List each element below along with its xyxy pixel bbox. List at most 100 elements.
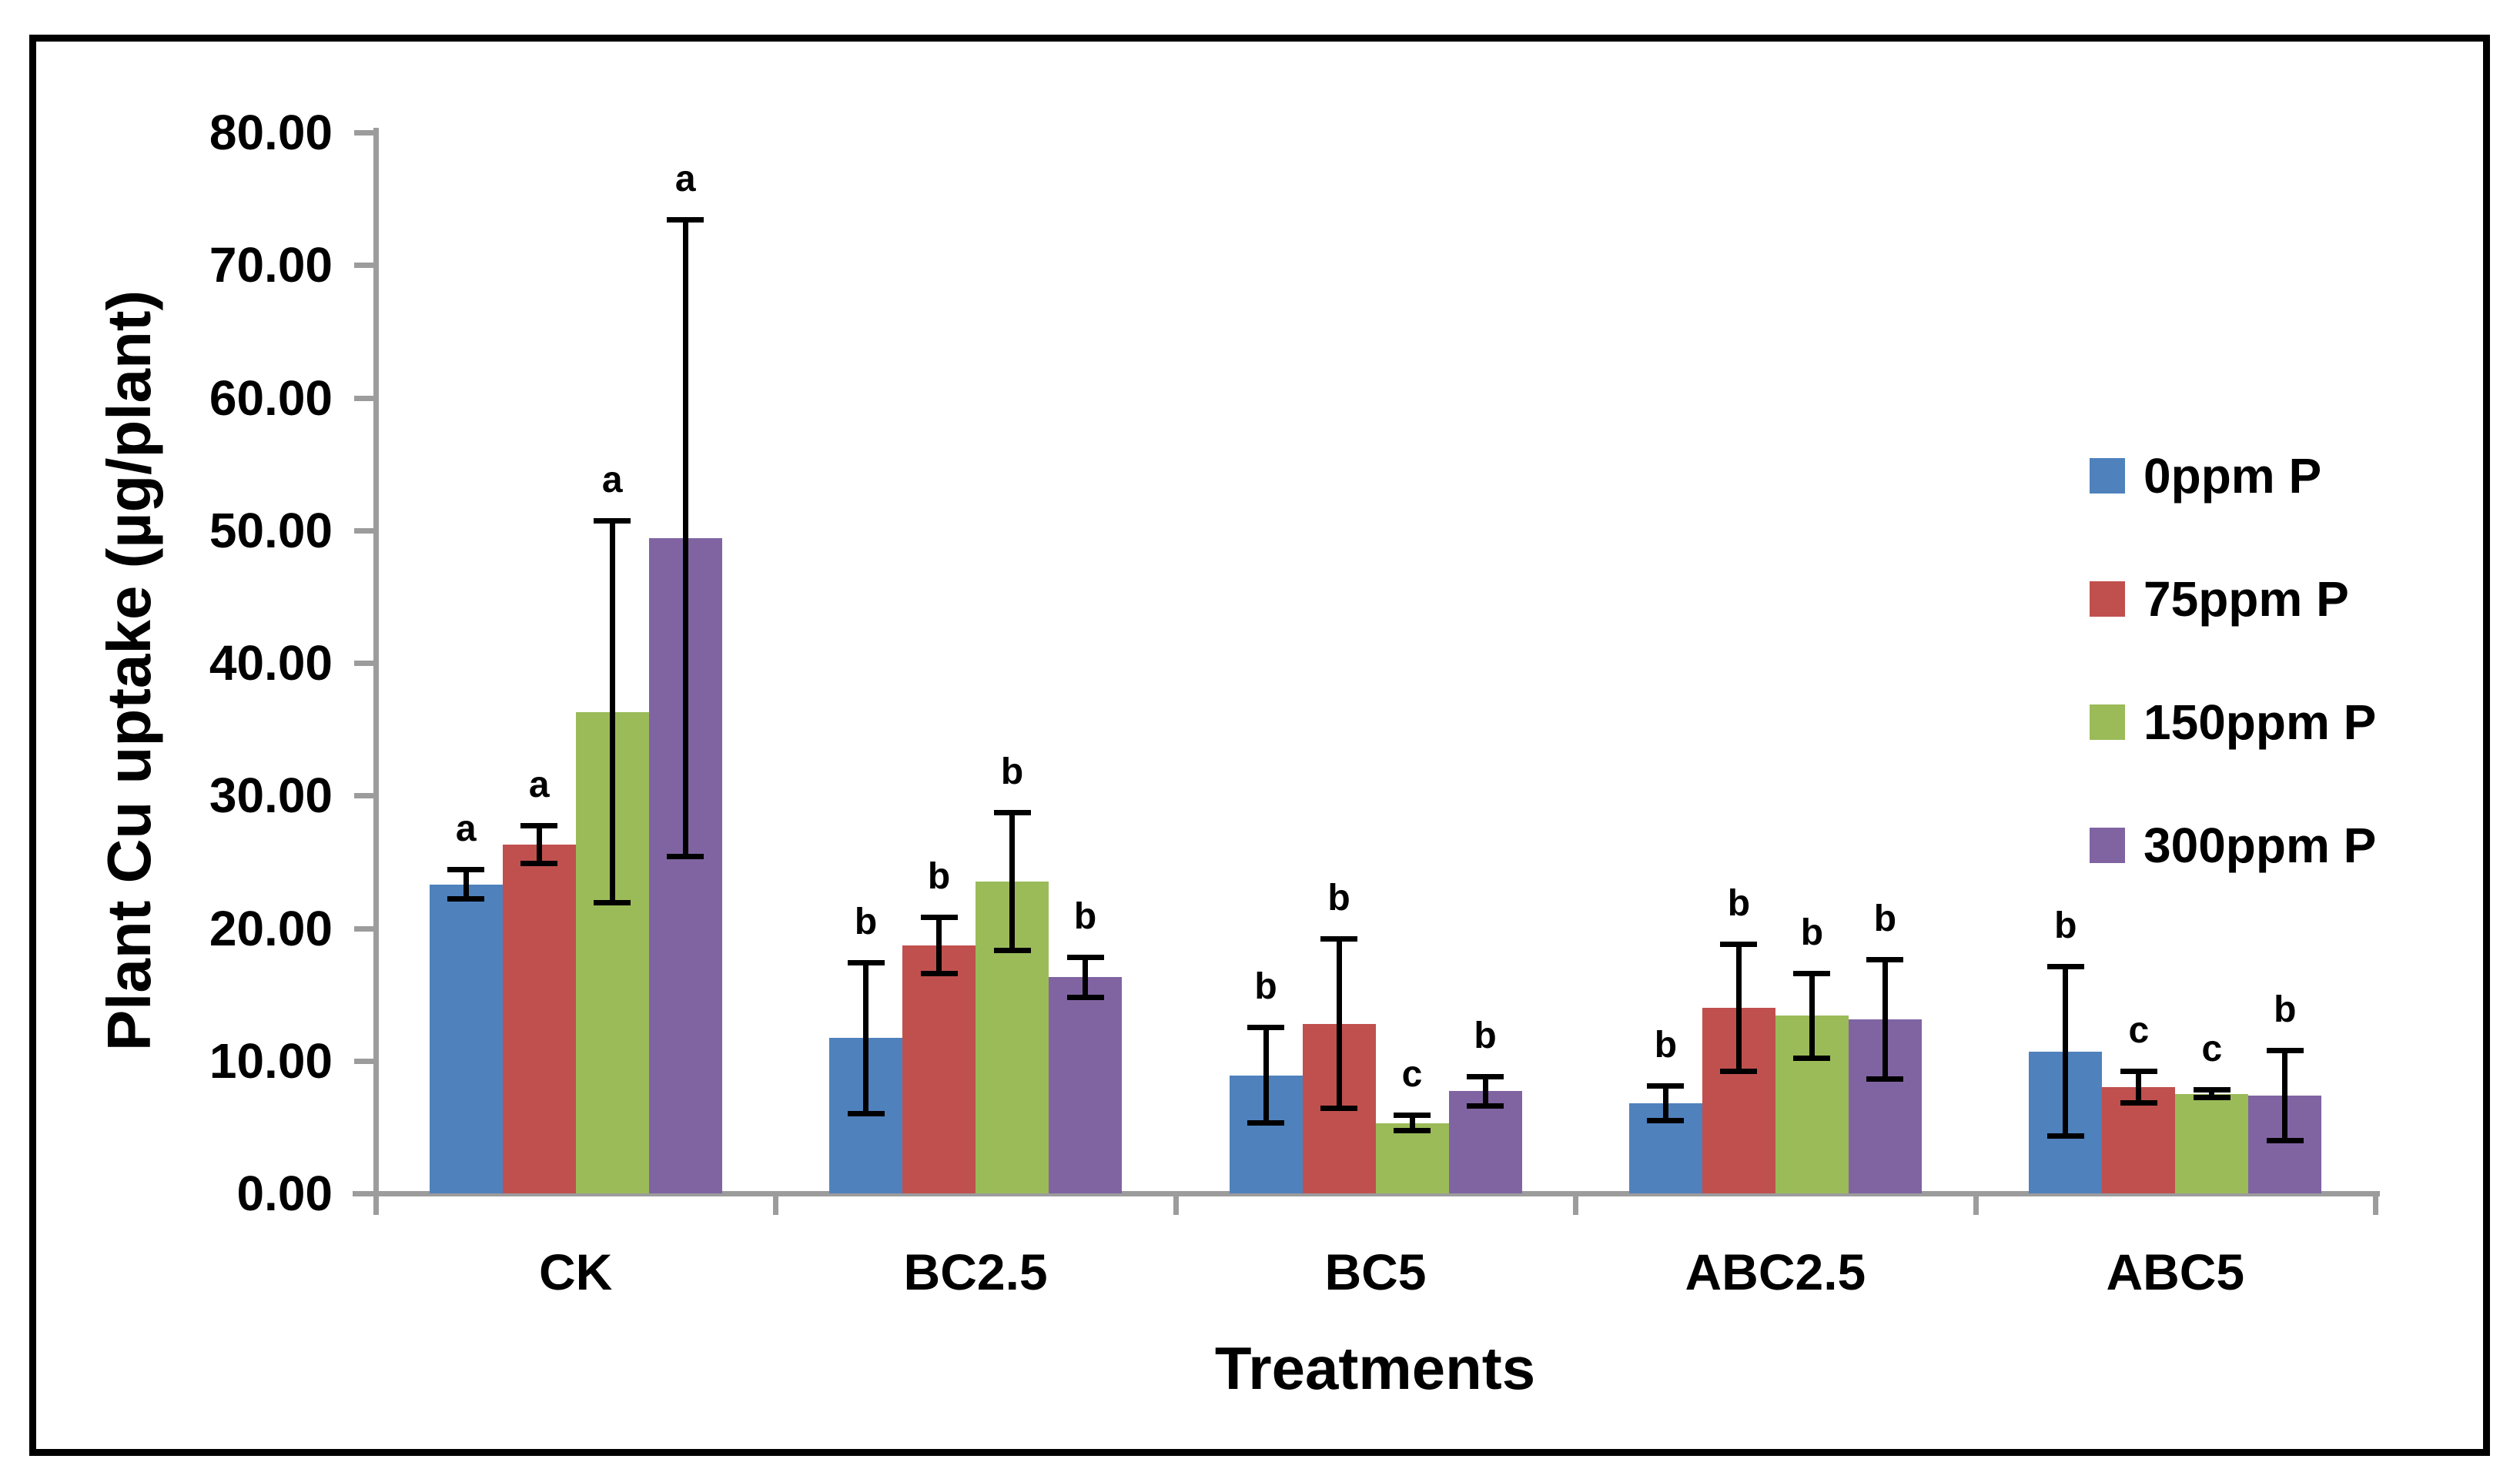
error-bar <box>1066 954 1104 1000</box>
y-tick-mark <box>354 793 376 799</box>
bar-75ppmP-BC2.5 <box>902 945 976 1193</box>
error-bar <box>993 810 1031 954</box>
error-bar <box>1793 970 1831 1061</box>
y-tick-label: 80.00 <box>209 105 333 160</box>
error-bar-line <box>1735 941 1742 1074</box>
error-bar <box>920 915 958 976</box>
error-bar-cap-bottom <box>1320 1106 1357 1112</box>
bar-75ppmP-CK <box>502 844 576 1193</box>
bar-150ppmP-BC5 <box>1375 1123 1449 1193</box>
error-bar-line <box>1009 810 1016 954</box>
error-bar <box>1720 941 1758 1074</box>
error-bar <box>1394 1112 1431 1134</box>
error-bar-line <box>1809 970 1815 1061</box>
significance-letter: b <box>1800 912 1824 953</box>
error-bar-cap-bottom <box>667 853 704 859</box>
y-tick-mark <box>354 395 376 401</box>
error-bar <box>2120 1069 2157 1106</box>
x-tick-mark <box>773 1193 779 1215</box>
error-bar-cap-bottom <box>2120 1100 2157 1106</box>
error-bar <box>447 867 485 902</box>
error-bar-line <box>2063 964 2069 1139</box>
error-bar-line <box>936 915 942 976</box>
significance-letter: b <box>2054 905 2077 946</box>
error-bar-line <box>609 518 615 906</box>
y-tick-mark <box>354 1058 376 1064</box>
bar-0ppmP-CK <box>429 884 503 1193</box>
significance-letter: b <box>1254 966 1277 1008</box>
significance-letter: a <box>528 765 550 806</box>
legend-label-75ppmP: 75ppm P <box>2144 571 2349 627</box>
error-bar-cap-top <box>1320 935 1357 942</box>
error-bar-line <box>1482 1073 1488 1109</box>
error-bar-cap-bottom <box>520 860 558 866</box>
error-bar-cap-top <box>1467 1073 1504 1079</box>
error-bar-cap-bottom <box>2193 1095 2231 1101</box>
error-bar-cap-bottom <box>2266 1137 2304 1143</box>
significance-letter: a <box>455 808 477 850</box>
error-bar-line <box>463 867 469 902</box>
y-tick-mark <box>354 263 376 269</box>
error-bar-cap-top <box>1647 1083 1685 1089</box>
error-bar <box>520 823 558 866</box>
significance-letter: b <box>1474 1015 1497 1056</box>
error-bar <box>1320 935 1357 1112</box>
x-category-label: ABC2.5 <box>1685 1243 1866 1300</box>
error-bar-cap-bottom <box>594 900 631 906</box>
y-tick-label: 50.00 <box>209 502 333 558</box>
error-bar-cap-top <box>1866 957 1904 963</box>
legend-label-150ppmP: 150ppm P <box>2144 694 2377 750</box>
error-bar-cap-top <box>847 959 885 965</box>
significance-letter: c <box>2201 1029 2223 1070</box>
error-bar <box>594 518 631 906</box>
error-bar-cap-top <box>594 518 631 524</box>
significance-letter: b <box>1873 898 1897 940</box>
error-bar-cap-top <box>2266 1047 2304 1053</box>
error-bar-cap-top <box>920 915 958 921</box>
legend-swatch-0ppmP <box>2090 458 2125 494</box>
error-bar-cap-top <box>1720 941 1758 947</box>
error-bar-cap-top <box>993 810 1031 816</box>
y-tick-label: 70.00 <box>209 237 333 293</box>
y-tick-label: 30.00 <box>209 768 333 824</box>
error-bar-cap-bottom <box>447 896 485 902</box>
error-bar-line <box>863 959 869 1117</box>
significance-letter: b <box>854 901 878 942</box>
x-category-label: ABC5 <box>2106 1243 2245 1300</box>
significance-letter: b <box>1654 1025 1678 1066</box>
error-bar <box>1247 1025 1284 1126</box>
y-axis-line <box>373 128 379 1198</box>
y-tick-label: 60.00 <box>209 370 333 426</box>
error-bar-cap-top <box>1247 1025 1284 1031</box>
bar-300ppmP-BC2.5 <box>1049 977 1123 1193</box>
error-bar-line <box>1263 1025 1269 1126</box>
error-bar-cap-bottom <box>1793 1055 1831 1061</box>
error-bar-line <box>2136 1069 2142 1106</box>
x-axis-line <box>353 1191 2380 1196</box>
x-axis-title: Treatments <box>1214 1334 1536 1402</box>
x-tick-mark <box>1173 1193 1179 1215</box>
significance-letter: b <box>2274 989 2297 1030</box>
error-bar-cap-bottom <box>920 970 958 976</box>
error-bar <box>667 217 704 859</box>
y-tick-mark <box>354 130 376 136</box>
x-tick-mark <box>2373 1193 2378 1215</box>
error-bar-line <box>2282 1047 2288 1143</box>
significance-letter: b <box>1327 877 1350 919</box>
y-tick-label: 10.00 <box>209 1032 333 1089</box>
significance-letter: b <box>1727 882 1751 924</box>
legend-label-300ppmP: 300ppm P <box>2144 818 2377 873</box>
x-category-label: BC5 <box>1324 1243 1427 1300</box>
error-bar-cap-top <box>667 217 704 223</box>
x-tick-mark <box>373 1193 379 1215</box>
significance-letter: a <box>674 159 696 200</box>
y-tick-label: 20.00 <box>209 900 333 956</box>
y-tick-mark <box>354 527 376 534</box>
error-bar <box>847 959 885 1117</box>
x-category-label: CK <box>539 1243 613 1300</box>
error-bar-cap-top <box>1793 970 1831 976</box>
error-bar <box>2266 1047 2304 1143</box>
y-tick-mark <box>354 661 376 666</box>
error-bar-cap-top <box>2120 1069 2157 1075</box>
